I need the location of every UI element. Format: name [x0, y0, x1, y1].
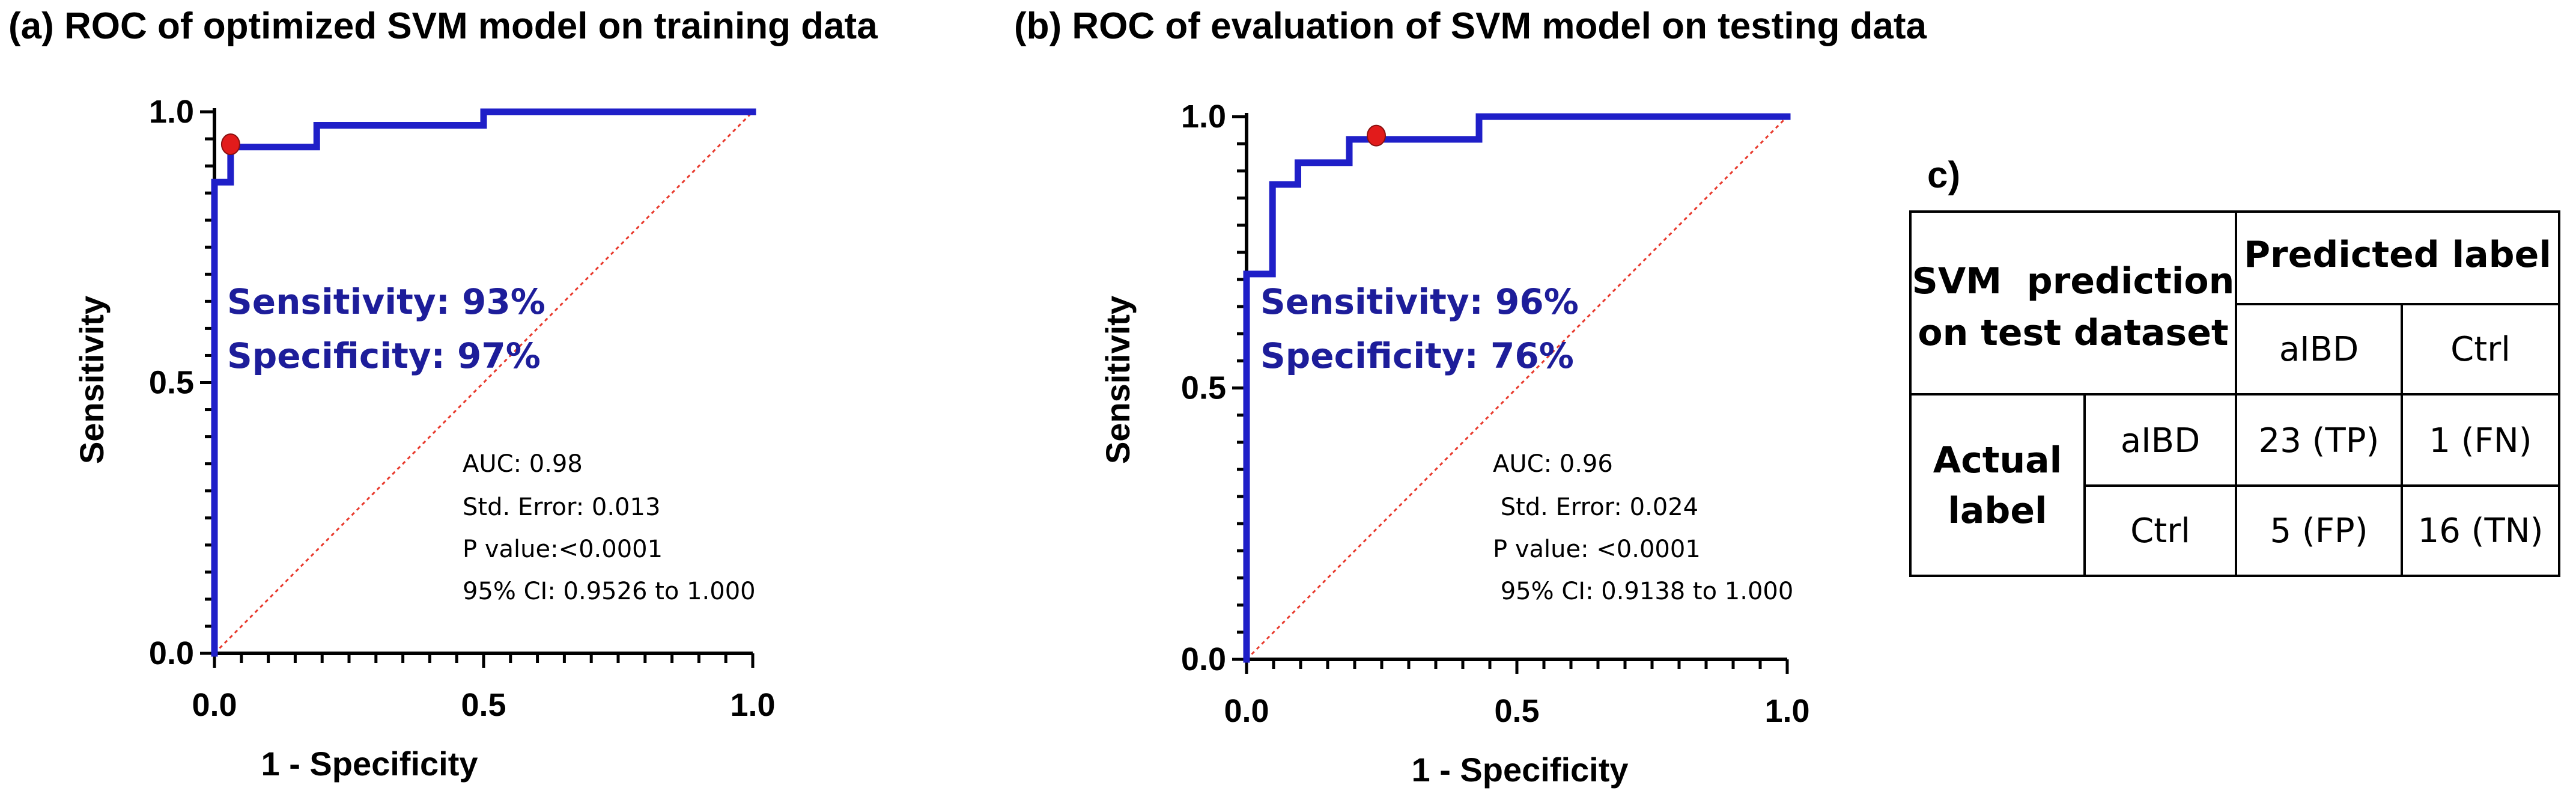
table-cell-tp: 23 (TP): [2259, 421, 2380, 460]
panel-c: c) SVM prediction on test dataset Predic…: [1909, 154, 2560, 577]
panel-a-x-tick-label: 0.0: [192, 687, 237, 723]
table-corner-line-2: on test dataset: [1918, 312, 2228, 354]
panel-b-sensitivity: Sensitivity: 96%: [1260, 281, 1579, 322]
table-predicted-class-aibd: aIBD: [2279, 330, 2359, 369]
panel-a-xlabel: 1 - Specificity: [261, 745, 478, 783]
panel-b-reference-line: [1245, 115, 1788, 661]
panel-a-std-error: Std. Error: 0.013: [463, 493, 660, 521]
panel-b-y-tick-label: 0.5: [1181, 370, 1226, 406]
panel-b-x-tick-label: 0.0: [1224, 693, 1269, 729]
panel-a-auc: AUC: 0.98: [463, 450, 583, 478]
table-corner-line-1: SVM prediction: [1912, 260, 2235, 302]
panel-a-title: (a) ROC of optimized SVM model on traini…: [8, 5, 878, 47]
panel-b-ylabel: Sensitivity: [1099, 296, 1137, 464]
table-row-label-ctrl: Ctrl: [2130, 511, 2190, 551]
table-row-label-aibd: aIBD: [2121, 421, 2200, 460]
panel-a-x-tick-label: 0.5: [461, 687, 506, 723]
table-cell-tn: 16 (TN): [2418, 511, 2544, 551]
panel-b-p-value: P value: <0.0001: [1493, 536, 1701, 563]
panel-b-xlabel: 1 - Specificity: [1411, 751, 1628, 789]
panel-b-optimal-point: [1367, 124, 1386, 147]
panel-a-ci: 95% CI: 0.9526 to 1.000: [463, 578, 756, 605]
panel-a-x-tick-label: 1.0: [730, 687, 775, 723]
panel-a-y-tick-label: 1.0: [149, 94, 194, 130]
table-predicted-class-ctrl: Ctrl: [2450, 330, 2511, 369]
panel-b-y-tick-label: 1.0: [1181, 99, 1226, 135]
table-actual-header-line-2: label: [1948, 490, 2047, 532]
panel-a-specificity: Specificity: 97%: [227, 335, 541, 376]
table-cell-fn: 1 (FN): [2429, 421, 2532, 460]
panel-b: (b) ROC of evaluation of SVM model on te…: [1014, 5, 1927, 789]
panel-a: (a) ROC of optimized SVM model on traini…: [8, 5, 878, 783]
confusion-table: [1909, 210, 2560, 577]
panel-b-specificity: Specificity: 76%: [1260, 335, 1574, 376]
panel-a-y-tick-label: 0.5: [149, 365, 194, 401]
panel-a-sensitivity: Sensitivity: 93%: [227, 281, 545, 322]
panel-c-title: c): [1927, 154, 1960, 196]
panel-a-roc-curve: [211, 108, 756, 657]
panel-a-ylabel: Sensitivity: [73, 296, 111, 464]
panel-b-x-tick-label: 1.0: [1764, 693, 1809, 729]
table-predicted-header: Predicted label: [2244, 234, 2551, 276]
table-actual-header-line-1: Actual: [1933, 439, 2062, 481]
panel-b-auc: AUC: 0.96: [1493, 450, 1613, 478]
panel-b-std-error: Std. Error: 0.024: [1493, 493, 1698, 521]
panel-a-optimal-point: [220, 133, 240, 156]
table-cell-fp: 5 (FP): [2270, 511, 2368, 551]
panel-a-reference-line: [213, 111, 754, 655]
panel-b-roc-curve: [1243, 113, 1791, 663]
panel-b-y-tick-label: 0.0: [1181, 641, 1226, 677]
panel-b-title: (b) ROC of evaluation of SVM model on te…: [1014, 5, 1927, 47]
panel-b-x-tick-label: 0.5: [1494, 693, 1539, 729]
panel-b-ci: 95% CI: 0.9138 to 1.000: [1493, 578, 1793, 605]
panel-a-y-tick-label: 0.0: [149, 635, 194, 671]
panel-a-p-value: P value:<0.0001: [463, 536, 663, 563]
